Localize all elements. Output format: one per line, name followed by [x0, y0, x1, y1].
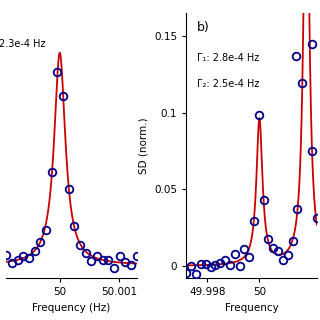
Text: Γ₁: 2.8e-4 Hz: Γ₁: 2.8e-4 Hz: [197, 52, 259, 63]
Text: 2.3e-4 Hz: 2.3e-4 Hz: [0, 39, 45, 49]
Text: b): b): [197, 21, 210, 34]
Y-axis label: SD (norm.): SD (norm.): [139, 117, 149, 174]
Text: Γ₂: 2.5e-4 Hz: Γ₂: 2.5e-4 Hz: [197, 79, 259, 89]
X-axis label: Frequency: Frequency: [225, 303, 278, 313]
X-axis label: Frequency (Hz): Frequency (Hz): [33, 303, 111, 313]
